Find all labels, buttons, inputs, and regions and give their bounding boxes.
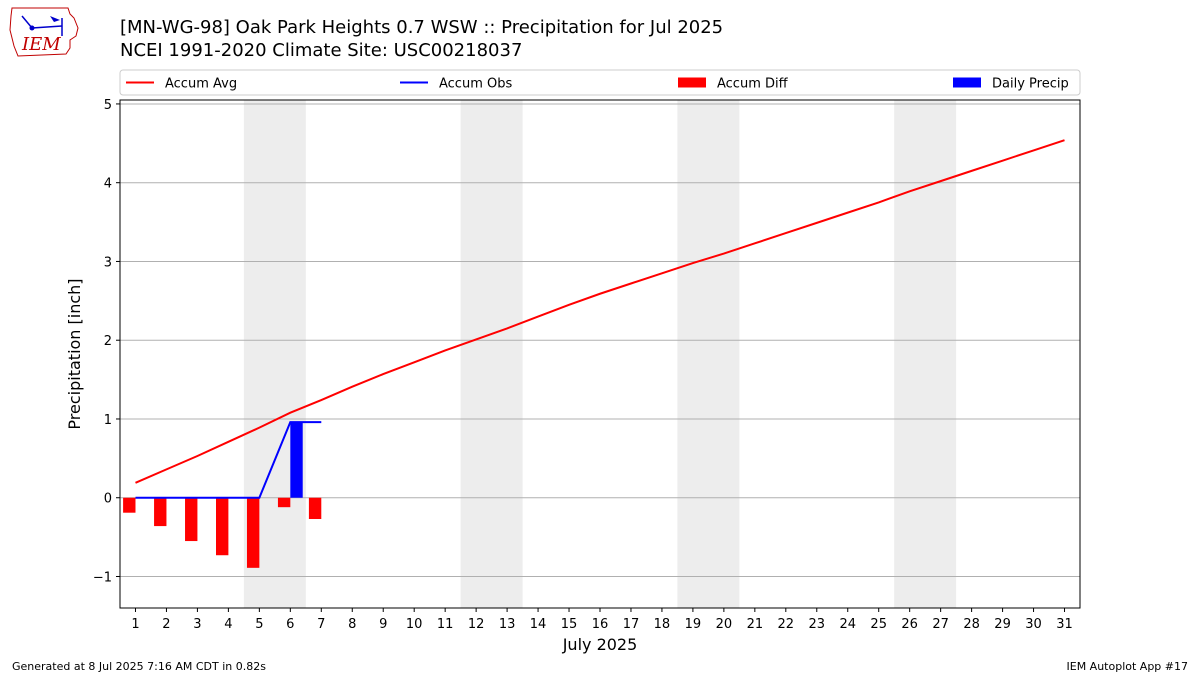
x-tick-label: 12 xyxy=(468,617,485,632)
x-tick-label: 2 xyxy=(162,617,170,632)
x-tick-label: 29 xyxy=(994,617,1011,632)
y-tick-label: 5 xyxy=(104,98,112,113)
x-tick-label: 18 xyxy=(654,617,671,632)
x-tick-label: 9 xyxy=(379,617,387,632)
accum-diff-bar xyxy=(277,497,291,508)
generated-timestamp: Generated at 8 Jul 2025 7:16 AM CDT in 0… xyxy=(12,660,266,673)
y-tick-label: −1 xyxy=(93,570,112,585)
legend-box xyxy=(119,69,1081,96)
app-credit: IEM Autoplot App #17 xyxy=(1066,660,1189,673)
chart-subtitle: NCEI 1991-2020 Climate Site: USC00218037 xyxy=(120,40,523,61)
x-tick-label: 10 xyxy=(406,617,423,632)
x-axis-label: July 2025 xyxy=(562,635,638,654)
x-tick-label: 23 xyxy=(809,617,826,632)
legend: Accum Avg Accum Obs Accum Diff Daily Precip xyxy=(119,69,1081,96)
accum-diff-bar xyxy=(308,497,322,520)
legend-swatch-bar xyxy=(678,77,706,88)
x-tick-label: 25 xyxy=(870,617,887,632)
accum-diff-bar xyxy=(246,497,260,568)
weekend-shade xyxy=(894,100,957,608)
x-tick-label: 6 xyxy=(286,617,294,632)
x-tick-label: 11 xyxy=(437,617,454,632)
y-axis-label: Precipitation [inch] xyxy=(65,278,84,429)
chart-title: [MN-WG-98] Oak Park Heights 0.7 WSW :: P… xyxy=(120,17,724,38)
x-tick-label: 22 xyxy=(778,617,795,632)
x-tick-label: 19 xyxy=(685,617,702,632)
x-tick-label: 31 xyxy=(1056,617,1073,632)
svg-text:IEM: IEM xyxy=(21,34,61,55)
legend-swatch-bar xyxy=(953,77,981,88)
x-tick-label: 1 xyxy=(131,617,139,632)
accum-obs-line xyxy=(135,421,322,499)
x-tick-label: 24 xyxy=(839,617,856,632)
accum-avg-line xyxy=(135,139,1065,484)
accum-diff-bar xyxy=(154,497,167,527)
x-tick-label: 21 xyxy=(747,617,764,632)
y-tick-label: 4 xyxy=(104,177,112,192)
x-tick-label: 28 xyxy=(963,617,980,632)
accum-diff-bar xyxy=(216,497,229,556)
x-tick-label: 14 xyxy=(530,617,547,632)
daily-precip-bar xyxy=(290,422,303,498)
x-tick-label: 20 xyxy=(716,617,733,632)
x-tick-label: 7 xyxy=(317,617,325,632)
x-tick-label: 15 xyxy=(561,617,578,632)
x-tick-label: 4 xyxy=(224,617,232,632)
y-tick-label: 2 xyxy=(104,334,112,349)
x-tick-label: 16 xyxy=(592,617,609,632)
x-tick-label: 17 xyxy=(623,617,640,632)
legend-label: Daily Precip xyxy=(992,77,1069,92)
x-tick-label: 5 xyxy=(255,617,263,632)
accum-diff-bar xyxy=(123,497,136,513)
x-tick-label: 30 xyxy=(1025,617,1042,632)
y-tick-label: 1 xyxy=(104,413,112,428)
legend-label: Accum Diff xyxy=(717,77,789,92)
legend-label: Accum Avg xyxy=(165,77,237,92)
weekend-shade xyxy=(677,100,740,608)
iem-logo: IEM xyxy=(8,6,82,62)
legend-label: Accum Obs xyxy=(439,77,512,92)
x-tick-label: 26 xyxy=(901,617,918,632)
y-tick-label: 3 xyxy=(104,255,112,270)
x-tick-label: 3 xyxy=(193,617,201,632)
x-tick-label: 27 xyxy=(932,617,949,632)
weekend-shade xyxy=(460,100,523,608)
x-tick-label: 13 xyxy=(499,617,516,632)
y-tick-label: 0 xyxy=(104,492,112,507)
accum-diff-bar xyxy=(185,497,198,542)
x-tick-label: 8 xyxy=(348,617,356,632)
